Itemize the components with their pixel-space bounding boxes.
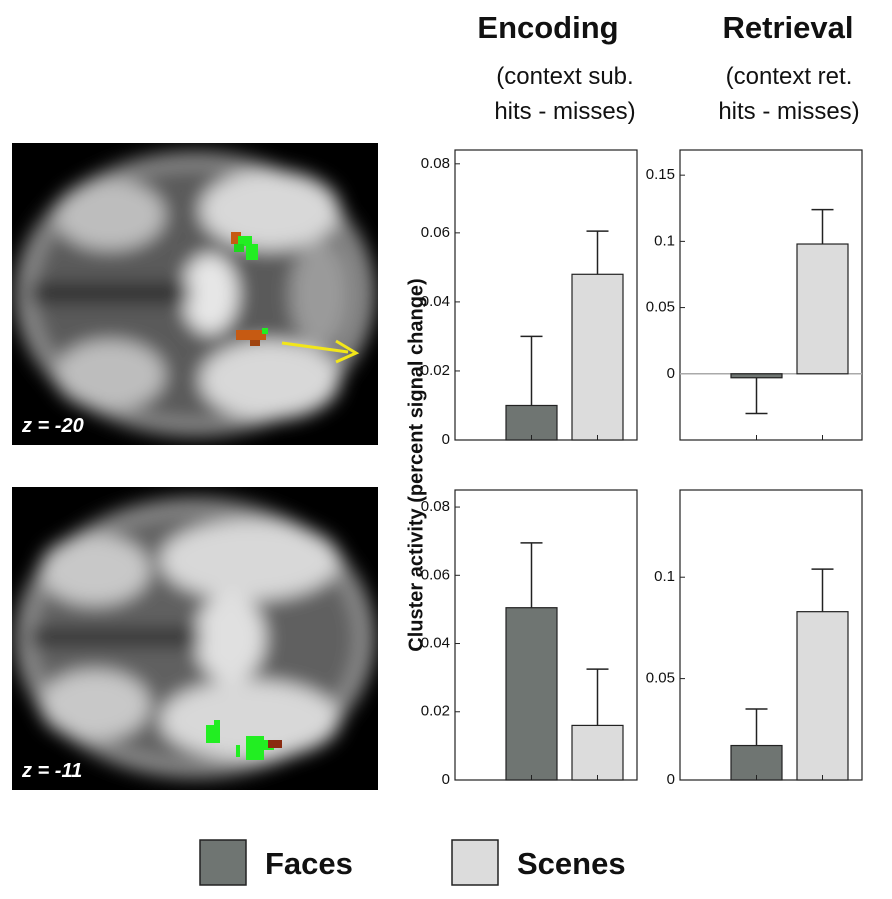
y-tick-label: 0.1 — [654, 232, 675, 249]
legend-swatch — [451, 839, 499, 886]
brain-slice — [12, 487, 378, 790]
column-subtitle: hits - misses) — [494, 98, 635, 125]
y-tick-label: 0.15 — [646, 166, 675, 183]
bar — [796, 243, 849, 375]
y-tick-label: 0 — [667, 771, 675, 788]
legend-label: Faces — [265, 846, 353, 881]
column-title: Retrieval — [723, 10, 854, 45]
bar — [730, 744, 783, 781]
bar — [571, 724, 624, 781]
y-tick-label: 0 — [667, 365, 675, 382]
y-tick-label: 0.04 — [421, 634, 450, 651]
bar — [505, 404, 558, 441]
bar — [505, 607, 558, 781]
y-tick-label: 0 — [442, 431, 450, 448]
y-tick-label: 0.06 — [421, 566, 450, 583]
slice-label: z = -11 — [21, 760, 82, 782]
y-tick-label: 0.04 — [421, 293, 450, 310]
bar — [730, 373, 783, 379]
y-axis-label: Cluster activity (percent signal change) — [405, 278, 427, 651]
bar — [796, 611, 849, 781]
y-tick-label: 0.02 — [421, 362, 450, 379]
y-tick-label: 0.02 — [421, 703, 450, 720]
brain-slice — [12, 143, 378, 445]
bar — [571, 273, 624, 441]
y-tick-label: 0.08 — [421, 155, 450, 172]
column-subtitle: (context ret. — [726, 63, 853, 90]
y-tick-label: 0.05 — [646, 299, 675, 316]
y-tick-label: 0.1 — [654, 568, 675, 585]
y-tick-label: 0.06 — [421, 224, 450, 241]
column-title: Encoding — [477, 10, 618, 45]
y-tick-label: 0.05 — [646, 670, 675, 687]
y-tick-label: 0.08 — [421, 498, 450, 515]
y-tick-label: 0 — [442, 771, 450, 788]
legend-label: Scenes — [517, 846, 626, 881]
slice-label: z = -20 — [21, 415, 84, 437]
column-subtitle: hits - misses) — [718, 98, 859, 125]
legend-swatch — [199, 839, 247, 886]
column-subtitle: (context sub. — [496, 63, 633, 90]
